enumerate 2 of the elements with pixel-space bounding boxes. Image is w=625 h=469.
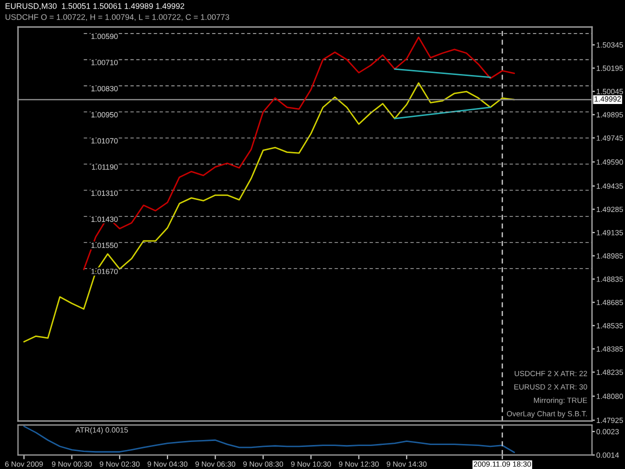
chart-subtitle: USDCHF O = 1.00722, H = 1.00794, L = 1.00722, C = 1.00773 [6,14,230,21]
chart-title: EURUSD,M30 1.50051 1.50061 1.49989 1.49992 [6,3,184,10]
